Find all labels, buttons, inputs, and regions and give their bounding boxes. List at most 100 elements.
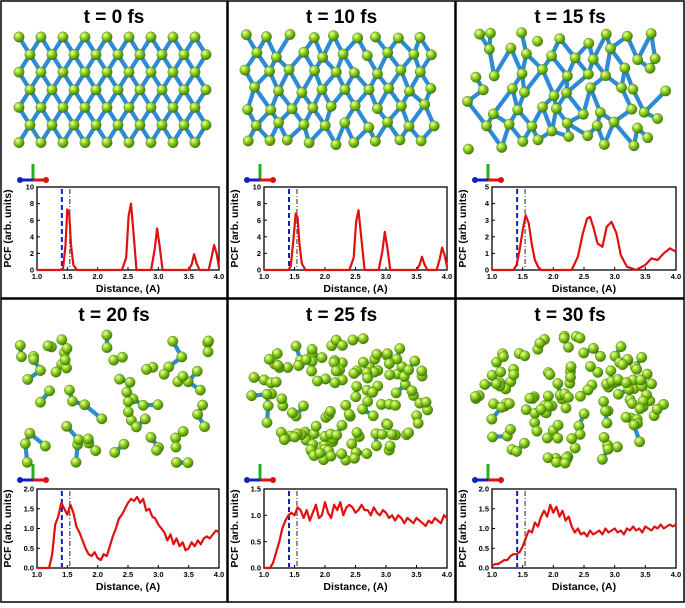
atom bbox=[157, 85, 167, 95]
atom bbox=[646, 28, 656, 38]
atom bbox=[25, 428, 35, 438]
atom bbox=[368, 387, 378, 397]
atom bbox=[372, 349, 382, 359]
x-tick-label: 1.5 bbox=[289, 570, 299, 579]
atom bbox=[636, 352, 646, 362]
atom bbox=[588, 343, 598, 353]
y-tick-label: 0 bbox=[257, 266, 261, 275]
atom bbox=[384, 358, 394, 368]
x-axis-label: Distance, (A) bbox=[323, 581, 387, 593]
atom bbox=[564, 131, 574, 141]
atom bbox=[337, 420, 347, 430]
atom bbox=[264, 354, 274, 364]
atom bbox=[117, 352, 127, 362]
atom bbox=[14, 67, 24, 77]
x-tick-label: 3.0 bbox=[609, 570, 619, 579]
x-tick-label: 4.0 bbox=[214, 570, 224, 579]
atom bbox=[271, 52, 281, 62]
y-tick-label: 0.0 bbox=[479, 564, 489, 573]
y-axis-label: PCF (arb. units) bbox=[229, 189, 241, 267]
atom bbox=[383, 83, 393, 93]
atom bbox=[331, 366, 341, 376]
atom bbox=[364, 84, 374, 94]
atom bbox=[299, 47, 309, 57]
atom bbox=[91, 49, 101, 59]
atom bbox=[331, 67, 341, 77]
atom bbox=[197, 400, 207, 410]
x-tick-label: 3.0 bbox=[381, 570, 391, 579]
atom bbox=[44, 386, 54, 396]
atom bbox=[201, 120, 211, 130]
atom bbox=[69, 120, 79, 130]
atom bbox=[252, 47, 262, 57]
atom bbox=[262, 389, 272, 399]
atom bbox=[553, 378, 563, 388]
atom bbox=[535, 338, 545, 348]
atom bbox=[496, 367, 506, 377]
x-tick-label: 3.5 bbox=[640, 570, 650, 579]
y-tick-label: 0.5 bbox=[479, 544, 489, 553]
x-tick-label: 1.5 bbox=[62, 570, 72, 579]
x-tick-label: 4.0 bbox=[214, 272, 224, 281]
atom bbox=[370, 136, 380, 146]
y-tick-label: 2 bbox=[30, 249, 34, 258]
y-tick-label: 1.5 bbox=[479, 504, 489, 513]
atom bbox=[273, 117, 283, 127]
atom bbox=[385, 370, 395, 380]
panel-title: t = 25 fs bbox=[306, 305, 377, 326]
atom bbox=[124, 32, 134, 42]
atom bbox=[635, 404, 645, 414]
x-tick-label: 3.0 bbox=[609, 272, 619, 281]
atom bbox=[600, 70, 610, 80]
atom bbox=[420, 99, 430, 109]
x-axis-label: Distance, (A) bbox=[96, 581, 160, 593]
atom bbox=[113, 85, 123, 95]
atom bbox=[146, 137, 156, 147]
atom bbox=[600, 406, 610, 416]
atom bbox=[584, 38, 594, 48]
atom bbox=[562, 118, 572, 128]
atom bbox=[352, 33, 362, 43]
atom bbox=[40, 441, 50, 451]
x-tick-label: 4.0 bbox=[671, 272, 681, 281]
atom bbox=[190, 102, 200, 112]
y-tick-label: 2 bbox=[257, 249, 261, 258]
atom bbox=[643, 132, 653, 142]
axis-triad-z-tip bbox=[472, 177, 478, 183]
atom bbox=[484, 44, 494, 54]
atom bbox=[506, 43, 516, 53]
atom bbox=[266, 105, 276, 115]
atom bbox=[612, 442, 622, 452]
atom bbox=[404, 121, 414, 131]
atom bbox=[271, 377, 281, 387]
atom bbox=[377, 429, 387, 439]
plot-frame bbox=[37, 489, 219, 568]
atom bbox=[290, 432, 300, 442]
atom bbox=[71, 457, 81, 467]
atom bbox=[559, 333, 569, 343]
atom bbox=[102, 137, 112, 147]
atom bbox=[416, 136, 426, 146]
atom bbox=[362, 396, 372, 406]
y-tick-label: 1.0 bbox=[24, 524, 34, 533]
atom bbox=[138, 400, 148, 410]
atom bbox=[371, 441, 381, 451]
atom bbox=[315, 448, 325, 458]
atom bbox=[525, 393, 535, 403]
atom bbox=[141, 364, 151, 374]
atom bbox=[140, 414, 150, 424]
atom bbox=[14, 32, 24, 42]
atom bbox=[588, 54, 598, 64]
atom bbox=[122, 387, 132, 397]
atom bbox=[36, 67, 46, 77]
atom bbox=[330, 378, 340, 388]
atom bbox=[15, 340, 25, 350]
atom bbox=[349, 453, 359, 463]
x-tick-label: 4.0 bbox=[442, 570, 452, 579]
atom bbox=[47, 85, 57, 95]
atom bbox=[579, 348, 589, 358]
atom bbox=[146, 432, 156, 442]
atom bbox=[344, 409, 354, 419]
atom bbox=[563, 342, 573, 352]
